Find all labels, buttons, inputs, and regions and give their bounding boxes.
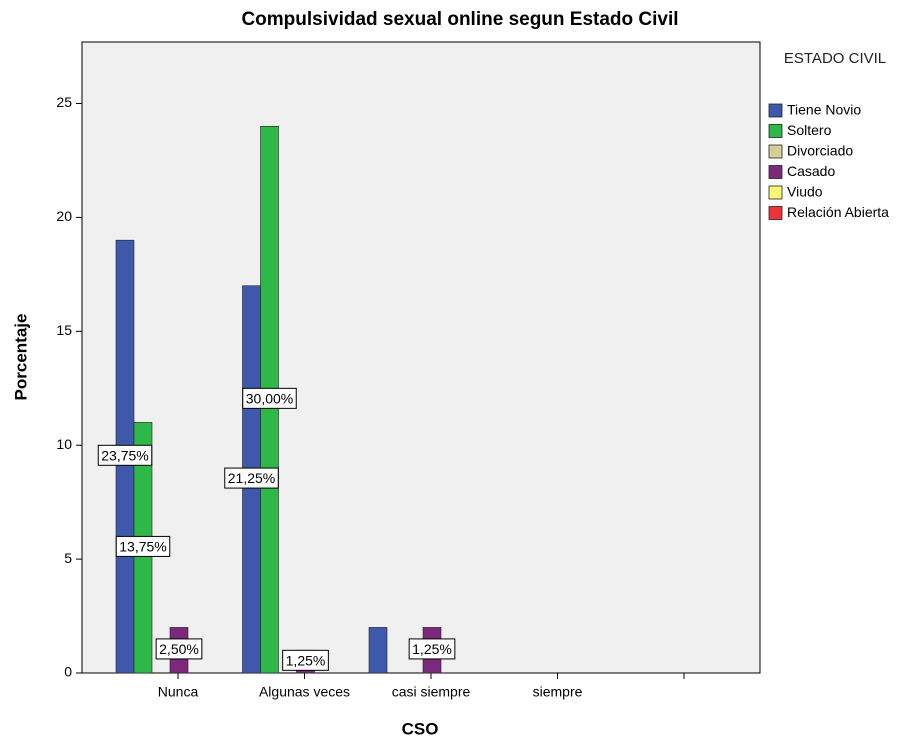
legend-swatch bbox=[768, 206, 783, 220]
legend-title: ESTADO CIVIL bbox=[783, 50, 887, 67]
annotation: 2,50% bbox=[155, 638, 203, 660]
y-tick-label: 15 bbox=[56, 322, 72, 338]
x-tick-label: casi siempre bbox=[392, 684, 471, 700]
annotation-box bbox=[408, 638, 456, 660]
annotation: 30,00% bbox=[242, 387, 297, 409]
x-tick-label: Algunas veces bbox=[259, 684, 350, 700]
annotation-box bbox=[282, 649, 329, 671]
annotation-text: 1,25% bbox=[412, 641, 452, 657]
y-tick-label: 0 bbox=[64, 664, 72, 680]
annotation-text: 21,25% bbox=[228, 470, 275, 486]
legend-swatch bbox=[768, 144, 783, 159]
annotation: 13,75% bbox=[115, 535, 171, 557]
annotation-box bbox=[242, 387, 297, 409]
y-tick-label: 10 bbox=[56, 436, 72, 452]
legend-label: Soltero bbox=[787, 122, 832, 138]
annotation-box bbox=[115, 535, 171, 557]
annotation-text: 2,50% bbox=[159, 641, 199, 657]
annotation-box bbox=[224, 467, 279, 489]
x-tick-label: siempre bbox=[533, 684, 583, 700]
annotation-text: 1,25% bbox=[286, 652, 326, 668]
legend-label: Divorciado bbox=[787, 143, 853, 159]
y-tick-label: 20 bbox=[56, 208, 72, 224]
annotation: 1,25% bbox=[408, 638, 456, 660]
annotation-text: 23,75% bbox=[101, 447, 148, 463]
annotation: 21,25% bbox=[224, 467, 279, 489]
annotation-box bbox=[97, 444, 153, 466]
y-tick-label: 5 bbox=[64, 550, 72, 566]
chart-title: Compulsividad sexual online segun Estado… bbox=[241, 9, 678, 30]
bar bbox=[368, 627, 388, 674]
legend-label: Casado bbox=[787, 163, 835, 179]
plot-area bbox=[81, 41, 761, 674]
y-axis-label: Porcentaje bbox=[11, 314, 30, 401]
legend-swatch bbox=[768, 165, 783, 179]
annotation-text: 30,00% bbox=[246, 390, 293, 406]
legend-label: Relación Abierta bbox=[787, 204, 889, 220]
legend-label: Viudo bbox=[787, 184, 823, 200]
legend-swatch bbox=[768, 124, 783, 138]
annotation-box bbox=[155, 638, 203, 660]
annotation-text: 13,75% bbox=[119, 538, 166, 554]
legend-swatch bbox=[768, 103, 783, 118]
x-tick-label: Nunca bbox=[158, 684, 199, 700]
annotation: 1,25% bbox=[282, 649, 329, 671]
annotation: 23,75% bbox=[97, 444, 153, 466]
y-tick-label: 25 bbox=[56, 94, 72, 110]
x-axis-label: CSO bbox=[402, 719, 439, 738]
legend-label: Tiene Novio bbox=[787, 102, 861, 118]
legend-swatch bbox=[768, 185, 783, 200]
